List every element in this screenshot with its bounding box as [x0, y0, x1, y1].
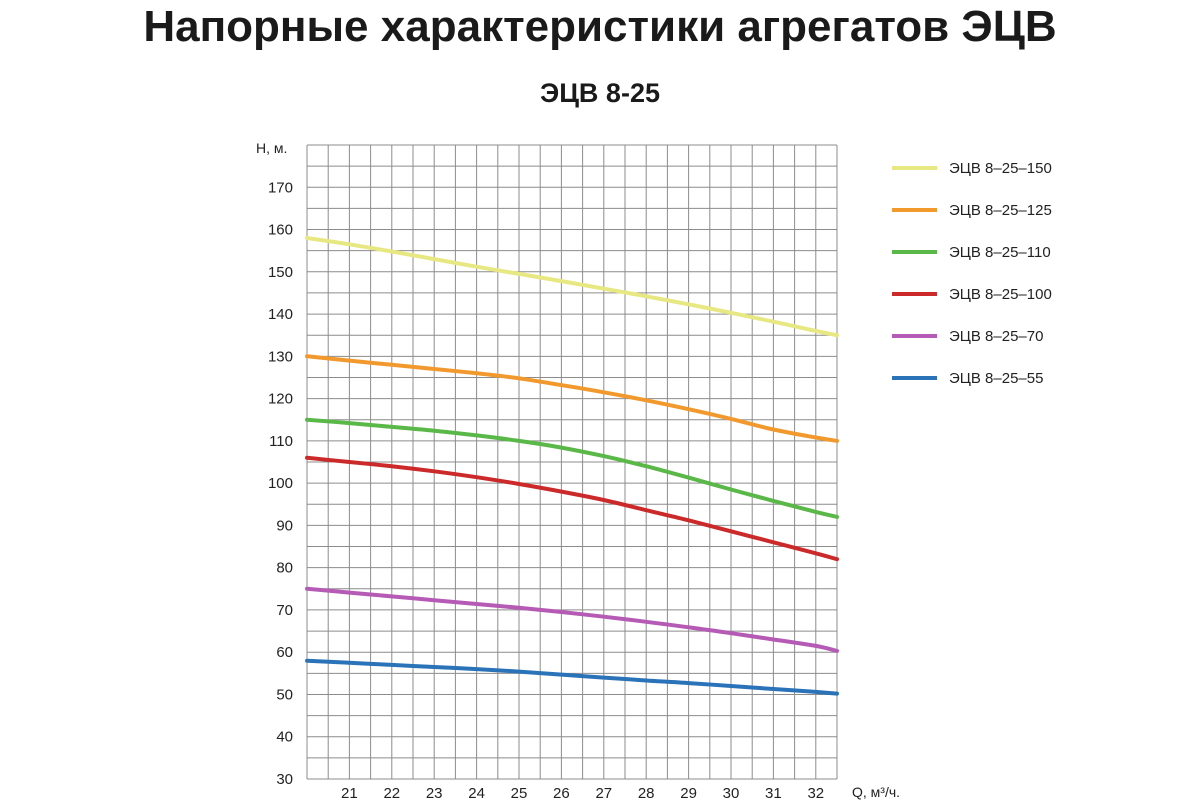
axis-ticks: 30 40 50 60 70 80 90 100 110 120 130 140 150 160 170 21… — [268, 179, 824, 800]
legend-label: ЭЦВ 8–25–110 — [949, 244, 1051, 261]
series-line — [305, 354, 839, 443]
y-tick-label: 170 — [268, 179, 293, 196]
series-line — [305, 586, 839, 653]
x-tick-label: 25 — [511, 785, 528, 800]
legend-label: ЭЦВ 8–25–55 — [949, 370, 1043, 387]
x-tick-label: 30 — [723, 785, 740, 800]
y-tick-label: 120 — [268, 391, 293, 408]
y-tick-label: 90 — [276, 517, 293, 534]
series-lines — [305, 236, 839, 696]
legend-label: ЭЦВ 8–25–125 — [949, 202, 1052, 219]
x-tick-label: 21 — [341, 785, 358, 800]
chart-title: ЭЦВ 8-25 — [540, 78, 660, 108]
x-axis-label: Q, м³/ч. — [852, 784, 900, 800]
y-tick-label: 150 — [268, 264, 293, 281]
y-tick-label: 100 — [268, 475, 293, 492]
legend-label: ЭЦВ 8–25–100 — [949, 286, 1052, 303]
x-tick-label: 32 — [807, 785, 824, 800]
y-axis-label: H, м. — [256, 140, 287, 156]
series-line — [305, 455, 839, 562]
y-tick-label: 40 — [276, 729, 293, 746]
page-title: Напорные характеристики агрегатов ЭЦВ — [143, 2, 1057, 51]
grid — [306, 144, 838, 780]
y-tick-label: 160 — [268, 222, 293, 239]
y-tick-label: 110 — [269, 433, 293, 450]
y-tick-label: 140 — [268, 306, 293, 323]
x-tick-label: 23 — [426, 785, 443, 800]
series-line — [305, 236, 839, 338]
y-tick-label: 80 — [276, 560, 293, 577]
legend-label: ЭЦВ 8–25–70 — [949, 328, 1043, 345]
y-tick-label: 70 — [276, 602, 293, 619]
x-tick-label: 24 — [468, 785, 485, 800]
y-tick-label: 130 — [268, 348, 293, 365]
legend-label: ЭЦВ 8–25–150 — [949, 160, 1052, 177]
x-tick-label: 27 — [595, 785, 612, 800]
y-tick-label: 60 — [276, 644, 293, 661]
x-tick-label: 22 — [383, 785, 400, 800]
x-tick-label: 26 — [553, 785, 570, 800]
series-line — [305, 658, 839, 696]
series-line — [305, 417, 839, 519]
y-tick-label: 50 — [276, 686, 293, 703]
legend: ЭЦВ 8–25–150 ЭЦВ 8–25–125 ЭЦВ 8–25–110 ЭЦВ … — [892, 160, 1052, 387]
x-tick-label: 29 — [680, 785, 697, 800]
x-tick-label: 28 — [638, 785, 655, 800]
x-tick-label: 31 — [765, 785, 782, 800]
y-tick-label: 30 — [276, 771, 293, 788]
